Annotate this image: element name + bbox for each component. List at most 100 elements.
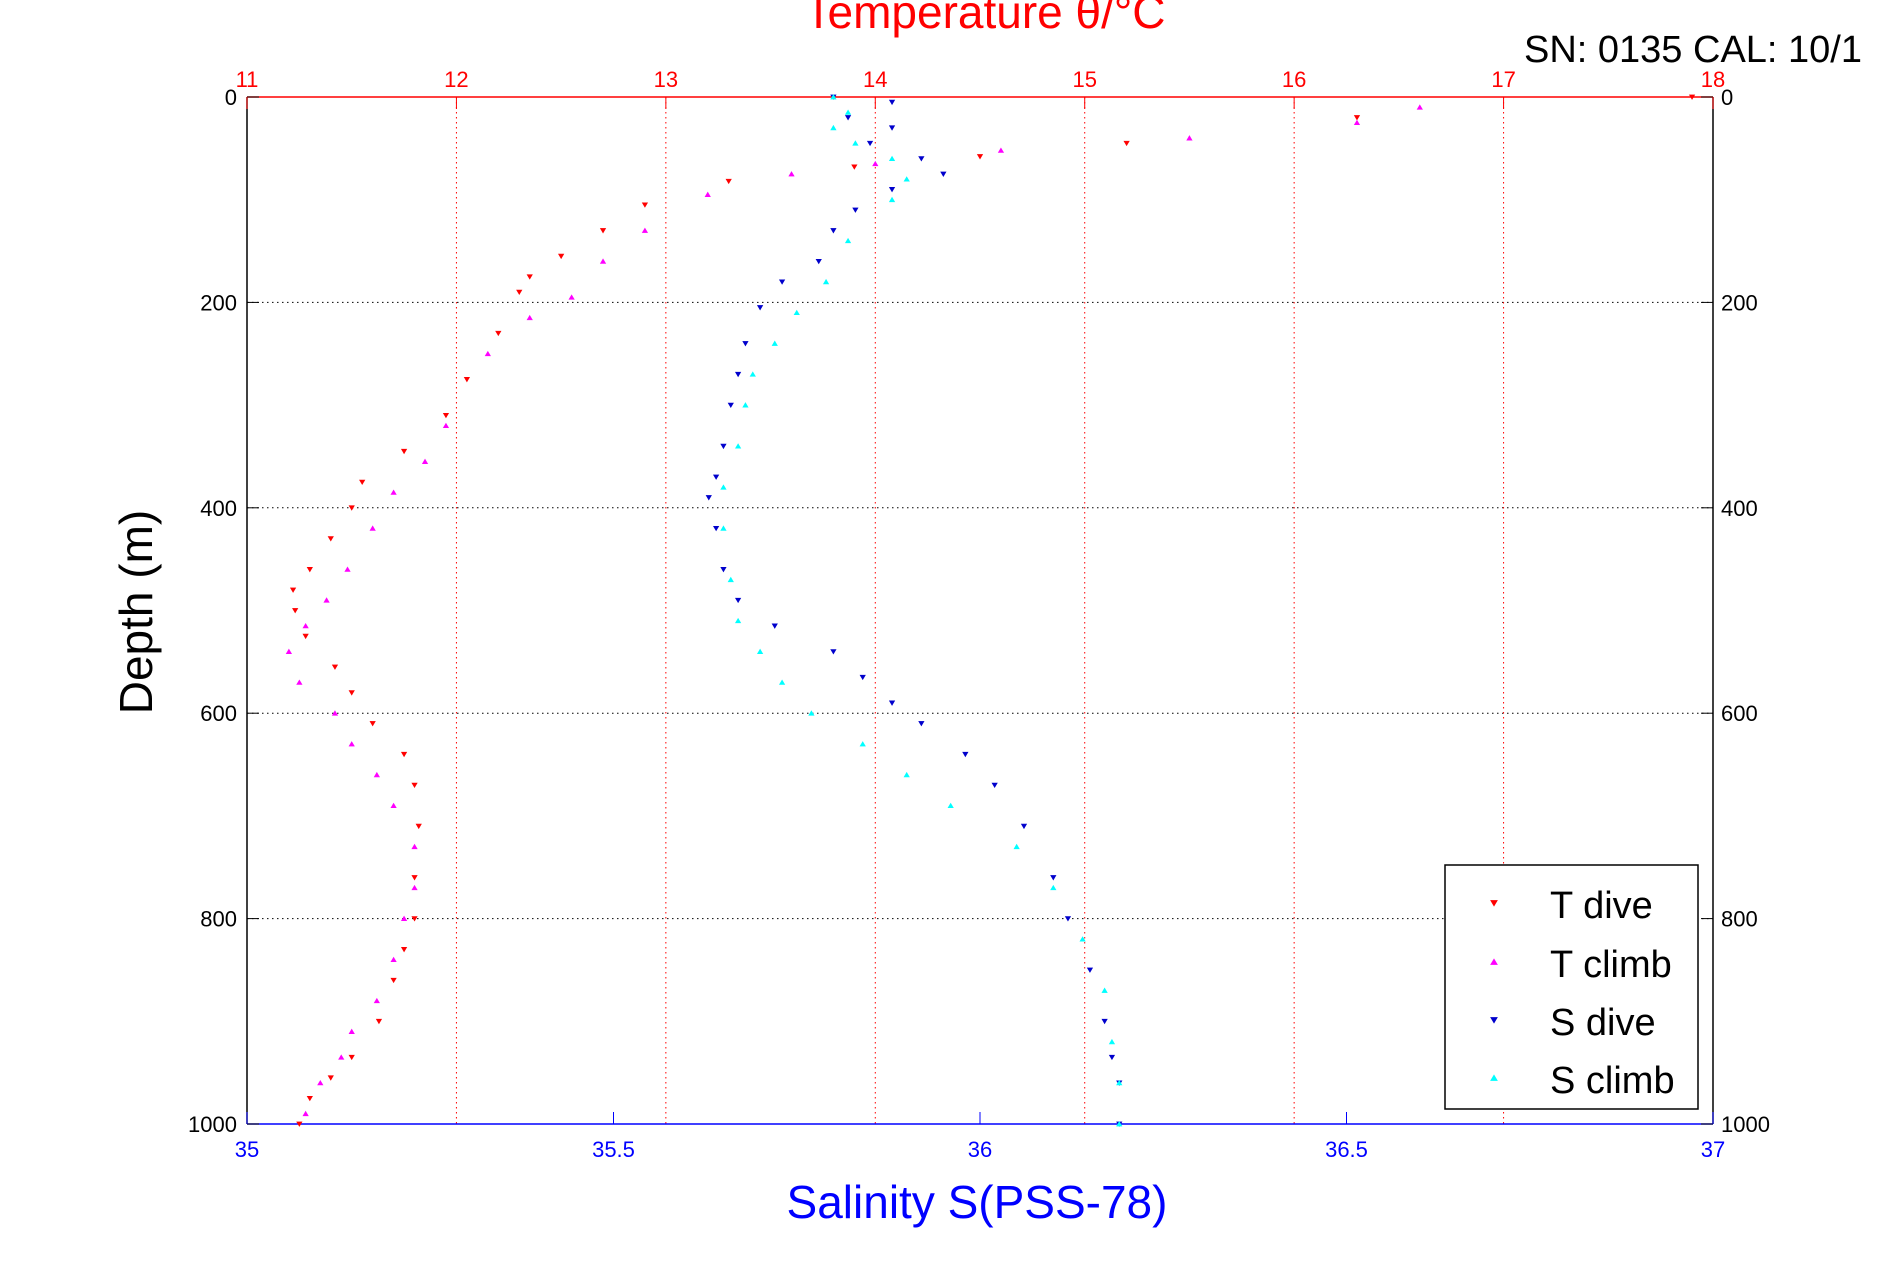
data-point (734, 371, 742, 378)
data-point (1353, 115, 1361, 121)
data-point (568, 294, 575, 300)
temperature-tick-label: 18 (1701, 67, 1725, 92)
data-point (296, 679, 303, 685)
data-point (373, 771, 380, 778)
data-point (400, 751, 408, 758)
data-point (727, 576, 734, 583)
data-point (1186, 135, 1193, 141)
data-point (851, 164, 858, 170)
data-point (888, 99, 896, 106)
data-point (526, 314, 533, 321)
data-point (373, 997, 380, 1004)
data-point (599, 258, 607, 264)
data-point (1108, 1054, 1116, 1061)
data-point (918, 156, 925, 162)
data-point (526, 274, 533, 280)
salinity-tick-label: 35 (235, 1137, 259, 1162)
data-point (852, 140, 859, 146)
data-point (704, 191, 711, 197)
data-point (369, 525, 376, 531)
data-point (1688, 94, 1696, 100)
data-point (327, 536, 334, 542)
data-point (411, 884, 418, 891)
data-point (866, 140, 874, 147)
data-point (1108, 1038, 1116, 1045)
data-point (712, 525, 720, 532)
data-point (641, 202, 649, 208)
depth-tick-label-right: 1000 (1721, 1112, 1770, 1137)
data-point (822, 278, 830, 285)
data-point (302, 1110, 309, 1117)
data-point (734, 443, 742, 449)
salinity-tick-label: 36.5 (1325, 1137, 1368, 1162)
depth-tick-label-right: 400 (1721, 496, 1758, 521)
data-point (442, 422, 450, 429)
data-point (720, 567, 727, 573)
data-point (400, 448, 408, 455)
data-point (888, 155, 896, 161)
data-point (712, 474, 720, 480)
data-point (830, 228, 837, 234)
salinity-tick-label: 35.5 (592, 1137, 635, 1162)
data-point (442, 412, 450, 419)
data-point (327, 1075, 334, 1081)
depth-tick-label-right: 800 (1721, 907, 1758, 932)
data-point (888, 187, 896, 193)
data-point (1123, 140, 1130, 147)
data-point (1101, 1018, 1108, 1025)
data-point (348, 690, 355, 696)
legend-marker-s-climb (1490, 1074, 1498, 1081)
temperature-tick-label: 17 (1491, 67, 1515, 92)
data-point (306, 567, 313, 573)
data-point (720, 525, 727, 531)
data-point (793, 309, 800, 316)
data-point (484, 350, 491, 357)
depth-tick-label-left: 600 (200, 701, 237, 726)
depth-tick-label-left: 1000 (188, 1112, 237, 1137)
legend-box (1444, 864, 1699, 1110)
data-point (302, 633, 309, 640)
data-point (756, 305, 764, 311)
data-point (411, 916, 418, 922)
data-point (1116, 1121, 1123, 1127)
data-point (872, 160, 879, 167)
data-point (976, 154, 984, 160)
data-point (359, 479, 366, 486)
legend-label-s-dive: S dive (1550, 1002, 1656, 1044)
data-point (331, 710, 339, 716)
data-point (411, 843, 418, 850)
data-point (844, 115, 852, 121)
temperature-tick-label: 15 (1072, 67, 1096, 92)
data-point (400, 947, 408, 953)
data-point (1079, 936, 1086, 942)
salinity-axis-label: Salinity S(PSS-78) (787, 1176, 1168, 1228)
legend-label-t-climb: T climb (1550, 944, 1672, 986)
data-point (1101, 987, 1108, 993)
data-point (903, 176, 910, 182)
data-point (1050, 875, 1057, 881)
data-point (306, 1095, 313, 1102)
data-point (788, 171, 795, 177)
data-point (390, 489, 397, 495)
data-point (705, 495, 712, 501)
data-point (390, 956, 397, 963)
data-point (463, 377, 471, 383)
data-series (285, 94, 1696, 1127)
data-point (1353, 119, 1361, 126)
data-point (338, 1054, 345, 1060)
depth-tick-label-right: 200 (1721, 290, 1758, 315)
legend-marker-s-dive (1490, 1017, 1498, 1024)
data-point (947, 802, 954, 809)
depth-tick-label-left: 200 (200, 290, 237, 315)
data-point (641, 227, 649, 233)
temperature-axis-title: Temperature θ/°C (805, 0, 1166, 38)
data-point (292, 608, 299, 614)
data-point (734, 617, 742, 624)
data-point (830, 94, 837, 100)
data-point (778, 679, 786, 685)
data-point (720, 443, 727, 450)
data-point (558, 253, 565, 260)
series-t-dive (289, 94, 1696, 1127)
data-point (1050, 884, 1057, 891)
